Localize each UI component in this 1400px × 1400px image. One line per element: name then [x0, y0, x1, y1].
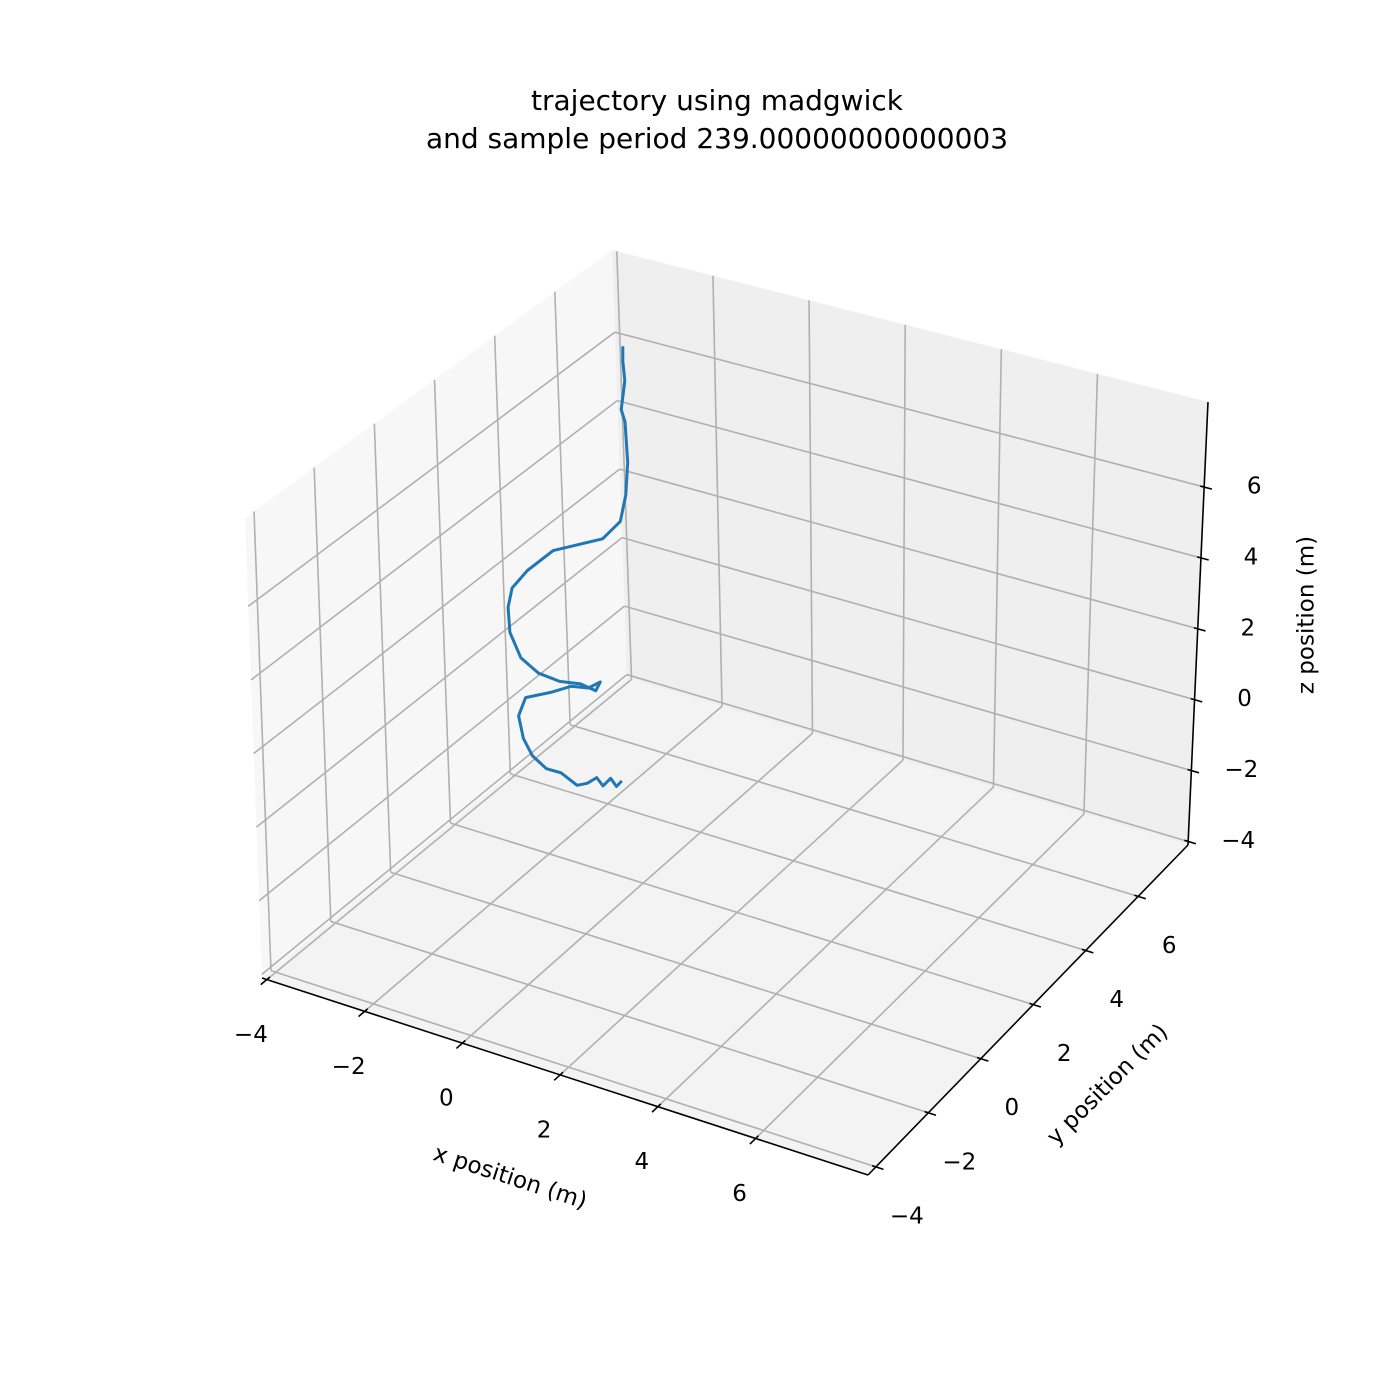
grid-line [510, 773, 1086, 952]
tick-mark [260, 976, 271, 986]
y-tick-label: −4 [890, 1203, 924, 1229]
grid-line [621, 536, 1195, 701]
tick-mark [455, 1039, 466, 1050]
z-tick-label: 6 [1247, 474, 1262, 500]
grid-line [253, 468, 621, 755]
tick-mark [976, 1056, 989, 1062]
trajectory-line [506, 346, 630, 788]
grid [247, 251, 1205, 1168]
grid-line [461, 732, 814, 1044]
grid-line [450, 822, 1034, 1006]
grid-line [261, 673, 628, 975]
grid-line [364, 705, 723, 1012]
x-tick-label: −2 [332, 1054, 366, 1080]
grid-line [755, 813, 1085, 1140]
grid-line [619, 468, 1198, 630]
grid-line [614, 331, 1205, 488]
tick-mark [1081, 948, 1094, 954]
grid-line [250, 400, 618, 681]
grid-line [247, 331, 616, 607]
tick-mark [749, 1135, 760, 1145]
grid-line [330, 920, 929, 1114]
z-tick-label: 4 [1244, 544, 1259, 570]
y-tick-label: 2 [1057, 1041, 1072, 1067]
tick-mark [1190, 697, 1203, 703]
tick-mark [651, 1103, 662, 1113]
grid-line [569, 723, 1139, 898]
z-tick-label: 2 [1240, 615, 1255, 641]
y-tick-label: −2 [942, 1149, 976, 1175]
grid-line [258, 605, 625, 902]
x-axis-line [261, 977, 869, 1176]
grid-line [657, 786, 995, 1108]
tick-mark [358, 1008, 369, 1018]
y-tick-label: 6 [1162, 933, 1177, 959]
tick-mark [871, 1164, 884, 1171]
tick-mark [1184, 839, 1197, 845]
axes: −4 −2 0 2 4 6 −4 −2 0 2 4 6 −4 −2 0 2 4 6 [234, 401, 1262, 1229]
pane-back [612, 250, 1208, 845]
grid-line [626, 673, 1189, 843]
tick-mark [1196, 556, 1209, 561]
y-tick-label: 4 [1109, 987, 1124, 1013]
grid-line [270, 969, 877, 1168]
y-axis-line [867, 844, 1189, 1176]
grid-line [255, 536, 623, 828]
tick-mark [1187, 768, 1200, 774]
z-tick-label: 0 [1237, 686, 1252, 712]
tick-mark [1134, 894, 1147, 900]
grid-line [266, 678, 633, 981]
x-tick-label: 0 [439, 1086, 454, 1112]
tick-mark [1200, 485, 1213, 490]
tick-mark [553, 1071, 564, 1081]
x-tick-label: 2 [537, 1117, 552, 1143]
pane-left [245, 250, 627, 978]
y-tick-label: 0 [1004, 1095, 1019, 1121]
grid-line [390, 871, 982, 1060]
z-tick-label: −2 [1224, 757, 1258, 783]
z-tick-label: −4 [1221, 828, 1255, 854]
tick-mark [1193, 626, 1206, 632]
grid-line [617, 399, 1202, 559]
grid-line [624, 605, 1192, 772]
chart-title: trajectory using madgwick and sample peri… [426, 84, 1008, 155]
x-tick-label: 4 [635, 1149, 650, 1175]
z-axis-label: z position (m) [1294, 536, 1320, 694]
marks [506, 346, 630, 788]
x-tick-label: −4 [234, 1022, 268, 1048]
grid-line [559, 759, 904, 1076]
x-tick-label: 6 [732, 1181, 747, 1207]
tick-mark [1029, 1002, 1042, 1008]
tick-mark [924, 1110, 937, 1116]
